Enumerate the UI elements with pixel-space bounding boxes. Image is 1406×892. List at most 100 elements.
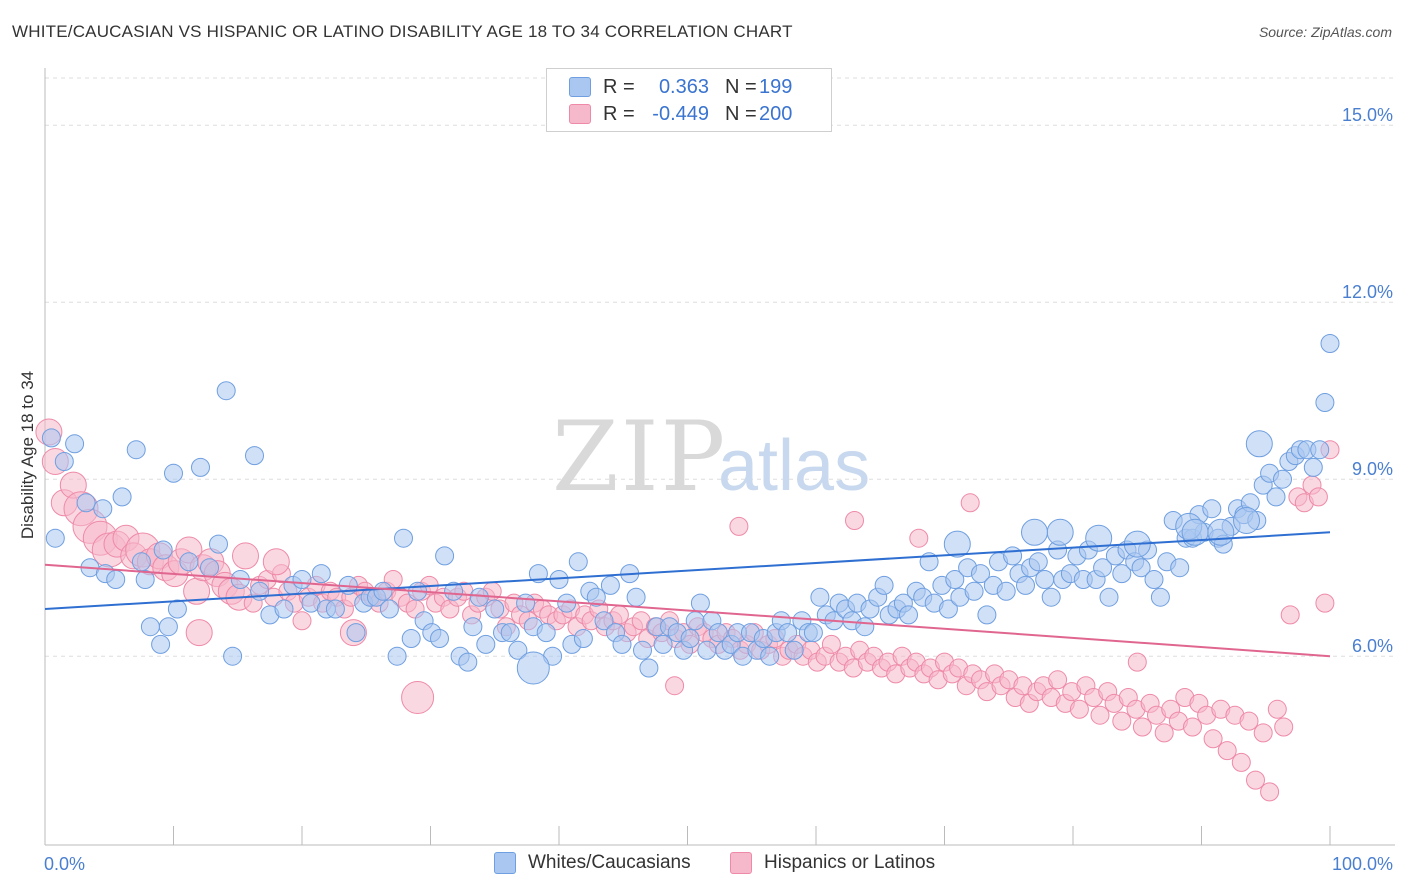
white-point — [346, 623, 366, 643]
white-point — [1144, 570, 1164, 589]
legend-label-whites: Whites/Caucasians — [528, 852, 691, 873]
white-point — [964, 581, 984, 601]
white-point — [1093, 558, 1113, 578]
white-point — [1021, 518, 1048, 546]
white-point — [626, 587, 646, 607]
white-point — [76, 493, 96, 513]
hispanic-point — [1112, 711, 1132, 731]
white-point — [1131, 558, 1151, 578]
hispanic-point — [960, 493, 980, 513]
hispanic-point — [1154, 723, 1174, 743]
y-axis-label: Disability Age 18 to 34 — [18, 371, 37, 539]
hispanic-point — [1267, 699, 1287, 719]
white-point — [274, 599, 294, 619]
legend-item-whites[interactable]: Whites/Caucasians — [494, 852, 691, 874]
legend-r-value: -0.449 — [652, 102, 709, 125]
white-point — [1202, 499, 1222, 519]
white-point — [250, 581, 270, 601]
white-point — [1003, 546, 1023, 566]
white-point — [1099, 587, 1119, 607]
white-point — [1207, 518, 1235, 546]
white-point — [1041, 587, 1061, 607]
white-point — [1181, 518, 1209, 546]
legend-swatch-hispanics — [569, 104, 591, 124]
axes — [44, 68, 1395, 846]
hispanic-point — [1127, 652, 1147, 672]
white-point — [401, 629, 421, 648]
white-point — [216, 381, 236, 401]
hispanic-point — [1274, 717, 1294, 737]
white-point — [106, 570, 126, 589]
white-point — [112, 487, 132, 507]
hispanic-point — [845, 511, 864, 530]
white-point — [568, 552, 588, 572]
hispanic-point — [1183, 717, 1202, 737]
white-point — [45, 528, 65, 548]
white-point — [469, 587, 489, 607]
white-point — [1315, 393, 1335, 412]
white-point — [151, 634, 171, 654]
white-point — [1310, 440, 1330, 460]
white-point — [612, 634, 632, 654]
hispanic-point — [292, 611, 312, 631]
legend-n-value: 200 — [759, 102, 793, 125]
y-tick-label: 12.0% — [1342, 282, 1393, 302]
white-point — [394, 528, 413, 548]
white-point — [536, 623, 556, 643]
white-point — [778, 623, 798, 643]
hispanic-point — [909, 528, 929, 548]
legend-swatch-whites — [494, 852, 516, 874]
white-point — [387, 646, 407, 666]
hispanic-point — [1132, 717, 1152, 737]
white-point — [633, 640, 652, 660]
hispanic-point — [1069, 699, 1089, 719]
legend-item-hispanics[interactable]: Hispanics or Latinos — [730, 852, 935, 874]
white-point — [680, 629, 700, 648]
hispanic-point — [1231, 752, 1251, 772]
white-point — [1273, 469, 1292, 489]
hispanic-point — [1090, 705, 1110, 725]
y-tick-label: 6.0% — [1352, 636, 1393, 656]
watermark: ZIP atlas — [552, 401, 870, 513]
chart-title: WHITE/CAUCASIAN VS HISPANIC OR LATINO DI… — [12, 22, 793, 41]
white-point — [653, 634, 673, 654]
legend-label-hispanics: Hispanics or Latinos — [764, 852, 936, 873]
hispanic-point — [1280, 605, 1300, 625]
white-point — [463, 617, 483, 637]
white-point — [1303, 457, 1323, 477]
white-point — [435, 546, 455, 566]
trend-line-hispanics — [44, 563, 1331, 658]
hispanic-point — [401, 681, 435, 714]
white-point — [899, 605, 918, 625]
white-point — [379, 599, 399, 619]
hispanic-point — [729, 516, 749, 536]
white-point — [54, 452, 74, 471]
legend-n-label: N = — [725, 102, 757, 125]
legend-swatch-hispanics — [730, 852, 752, 874]
hispanic-point — [1217, 741, 1237, 761]
white-point — [444, 581, 464, 601]
white-point — [458, 652, 478, 672]
hispanic-point — [1239, 711, 1259, 731]
white-point — [153, 540, 173, 560]
y-tick-labels: 6.0% 9.0% 12.0% 15.0% — [1342, 105, 1393, 656]
white-point — [600, 575, 620, 595]
white-point — [945, 570, 965, 589]
white-point — [803, 623, 823, 643]
legend-row-whites: R = 0.363 N = 199 — [569, 74, 792, 100]
white-point — [223, 646, 243, 666]
white-point — [516, 651, 550, 685]
watermark-zip: ZIP — [552, 401, 727, 513]
hispanic-point — [1315, 593, 1335, 613]
legend-swatch-whites — [569, 77, 591, 97]
white-point — [200, 558, 219, 578]
white-point — [938, 599, 958, 619]
white-point — [126, 440, 146, 460]
hispanic-point — [1253, 723, 1273, 743]
white-point — [996, 581, 1016, 601]
legend-n-label: N = — [725, 75, 757, 98]
white-point — [516, 593, 536, 613]
legend-r-label: R = — [603, 75, 635, 98]
legend-n-value: 199 — [759, 75, 793, 98]
